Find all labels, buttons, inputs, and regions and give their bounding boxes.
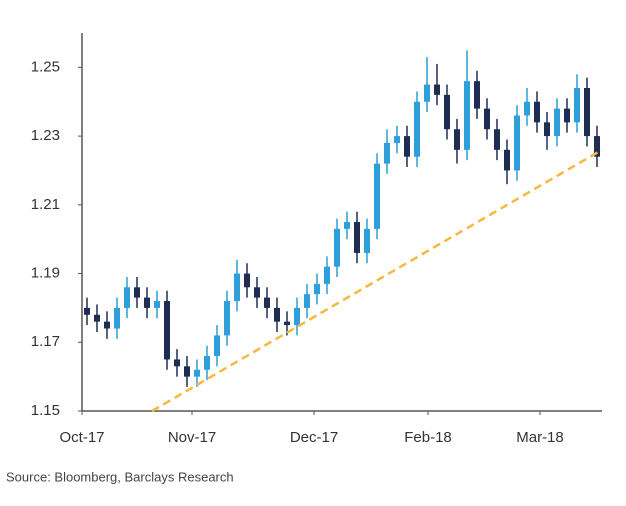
candle-body [214, 335, 220, 357]
candle-body [154, 301, 160, 308]
y-tick-label: 1.23 [31, 127, 60, 144]
candle-body [354, 222, 360, 253]
candle-body [114, 307, 120, 329]
candle-body [524, 101, 530, 116]
x-tick-label: Nov-17 [168, 429, 216, 446]
candle-body [564, 108, 570, 123]
candle-body [364, 228, 370, 253]
candle-body [244, 273, 250, 288]
candle-body [334, 228, 340, 267]
candle-body [414, 101, 420, 157]
x-tick-label: Feb-18 [404, 429, 452, 446]
candle-body [284, 321, 290, 326]
y-tick-label: 1.17 [31, 333, 60, 350]
candle-body [424, 84, 430, 102]
x-tick-label: Dec-17 [290, 429, 338, 446]
candle-body [164, 301, 170, 360]
candle-body [104, 321, 110, 329]
y-tick-label: 1.19 [31, 265, 60, 282]
candle-body [404, 136, 410, 157]
y-tick-label: 1.15 [31, 402, 60, 419]
candle-body [94, 314, 100, 322]
x-tick-label: Mar-18 [516, 429, 564, 446]
candle-body [554, 108, 560, 137]
candle-body [204, 356, 210, 370]
candle-body [224, 301, 230, 336]
candle-body [144, 297, 150, 308]
candle-body [274, 307, 280, 322]
candle-body [124, 287, 130, 308]
candle-body [194, 369, 200, 377]
candle-body [434, 84, 440, 95]
candle-body [464, 81, 470, 150]
source-note: Source: Bloomberg, Barclays Research [6, 469, 234, 484]
candle-body [594, 136, 600, 157]
x-tick-label: Oct-17 [59, 429, 104, 446]
candle-body [304, 294, 310, 308]
candle-body [84, 307, 90, 315]
candle-body [174, 359, 180, 367]
candle-body [504, 149, 510, 171]
candle-body [444, 94, 450, 130]
candle-body [544, 122, 550, 137]
candle-body [324, 266, 330, 284]
candle-body [484, 108, 490, 130]
candle-body [454, 129, 460, 150]
candle-body [394, 136, 400, 143]
candle-body [574, 87, 580, 123]
candle-body [254, 287, 260, 298]
candle-body [534, 101, 540, 123]
candle-body [264, 297, 270, 308]
candle-body [374, 163, 380, 229]
candle-body [314, 283, 320, 295]
candle-body [514, 115, 520, 171]
candle-body [494, 129, 500, 150]
candle-body [344, 222, 350, 229]
candle-body [584, 87, 590, 137]
candle-body [234, 273, 240, 302]
candle-body [384, 142, 390, 164]
candle-body [294, 307, 300, 326]
trendline [151, 148, 603, 413]
candle-body [134, 287, 140, 298]
y-tick-label: 1.25 [31, 58, 60, 75]
candle-body [474, 81, 480, 109]
y-tick-label: 1.21 [31, 196, 60, 213]
candle-body [184, 366, 190, 377]
